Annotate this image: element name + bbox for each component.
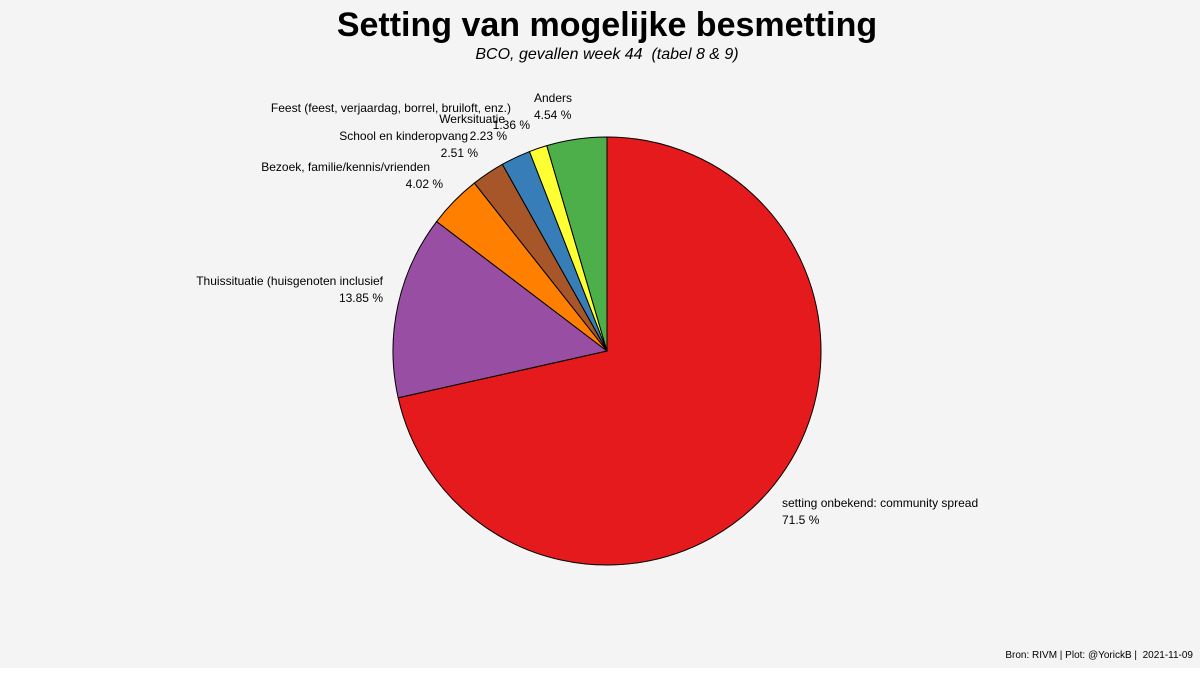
slice-value-label: 71.5 % (782, 513, 820, 527)
slice-label: School en kinderopvang (339, 129, 468, 143)
slice-label: setting onbekend: community spread (782, 496, 978, 510)
slice-labels: setting onbekend: community spread 71.5 %… (196, 91, 978, 527)
chart-subtitle: BCO, gevallen week 44 (tabel 8 & 9) (475, 46, 739, 63)
slice-value-label: 4.02 % (406, 177, 444, 191)
pie-slices (392, 136, 822, 566)
slice-value-label: 2.23 % (470, 129, 508, 143)
pie-slice (392, 220, 609, 399)
pie-slice (546, 136, 608, 352)
slice-value-label: 1.36 % (493, 118, 531, 132)
chart-title: Setting van mogelijke besmetting (336, 6, 878, 44)
slice-label: Anders (534, 91, 572, 105)
slice-label: Bezoek, familie/kennis/vrienden (261, 160, 430, 174)
slice-label: Feest (feest, verjaardag, borrel, bruilo… (271, 101, 511, 115)
source-caption: Bron: RIVM | Plot: @YorickB | 2021-11-09 (1005, 650, 1193, 661)
slice-label: Werksituatie (439, 112, 505, 126)
slice-value-label: 13.85 % (339, 291, 383, 305)
slice-value-label: 4.54 % (534, 108, 572, 122)
slice-label: Thuissituatie (huisgenoten inclusief (196, 274, 383, 288)
slice-value-label: 2.51 % (441, 146, 479, 160)
pie-slice (397, 136, 822, 566)
